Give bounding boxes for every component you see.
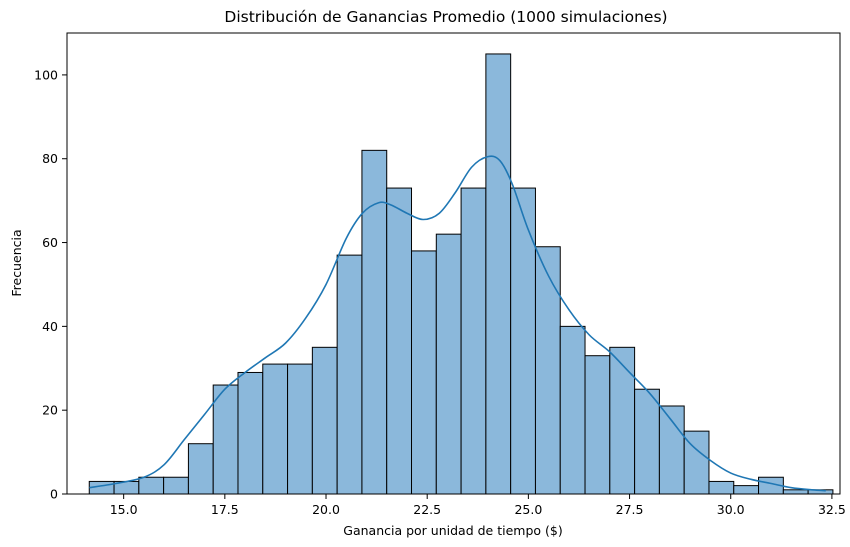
x-tick-label: 30.0 (717, 502, 745, 517)
histogram-bar (262, 363, 289, 495)
histogram-bar (708, 480, 735, 495)
y-axis-label: Frecuencia (9, 229, 24, 296)
y-tick-label: 0 (50, 487, 58, 502)
histogram-bar (311, 346, 338, 495)
x-tick-label: 27.5 (616, 502, 644, 517)
histogram-bar (584, 355, 611, 495)
y-tick-label: 20 (42, 403, 58, 418)
histogram-bar (510, 187, 536, 495)
y-axis: 0 20 40 60 80 100 (34, 67, 67, 502)
histogram-bar (212, 384, 239, 495)
x-tick-label: 20.0 (312, 502, 340, 517)
histogram-bar (609, 346, 636, 495)
histogram-bar (411, 250, 437, 495)
x-tick-label: 32.5 (818, 502, 846, 517)
histogram-bar (460, 187, 487, 495)
y-tick-label: 100 (34, 67, 58, 82)
histogram-bar (435, 233, 462, 495)
histogram-bar (163, 476, 189, 495)
x-tick-label: 17.5 (211, 502, 239, 517)
histogram-bar (138, 476, 165, 495)
kde-curve-group (89, 155, 826, 492)
histogram-bar (658, 405, 685, 495)
kde-curve (89, 155, 826, 492)
histogram-bar (386, 187, 413, 495)
histogram-bar (534, 246, 561, 495)
x-tick-label: 22.5 (413, 502, 441, 517)
histogram-bar (634, 388, 660, 495)
histogram-bar (485, 53, 512, 495)
y-tick-label: 60 (42, 235, 58, 250)
x-tick-label: 15.0 (110, 502, 138, 517)
histogram-bar (287, 363, 313, 495)
bars (88, 53, 834, 495)
x-tick-label: 25.0 (514, 502, 542, 517)
y-tick-label: 80 (42, 151, 58, 166)
x-axis: 15.0 17.5 20.0 22.5 25.0 27.5 30.0 32.5 (110, 494, 846, 517)
chart-title: Distribución de Ganancias Promedio (1000… (224, 8, 667, 26)
histogram-bar (733, 485, 760, 495)
histogram-bar (782, 489, 809, 495)
histogram-bar (559, 325, 586, 495)
histogram-bar (336, 254, 363, 495)
histogram-bar (683, 430, 710, 495)
x-axis-label: Ganancia por unidad de tiempo ($) (343, 523, 562, 538)
plot-frame (66, 32, 841, 495)
y-tick-label: 40 (42, 319, 58, 334)
histogram-bar (237, 371, 264, 495)
histogram-bar (187, 443, 214, 495)
